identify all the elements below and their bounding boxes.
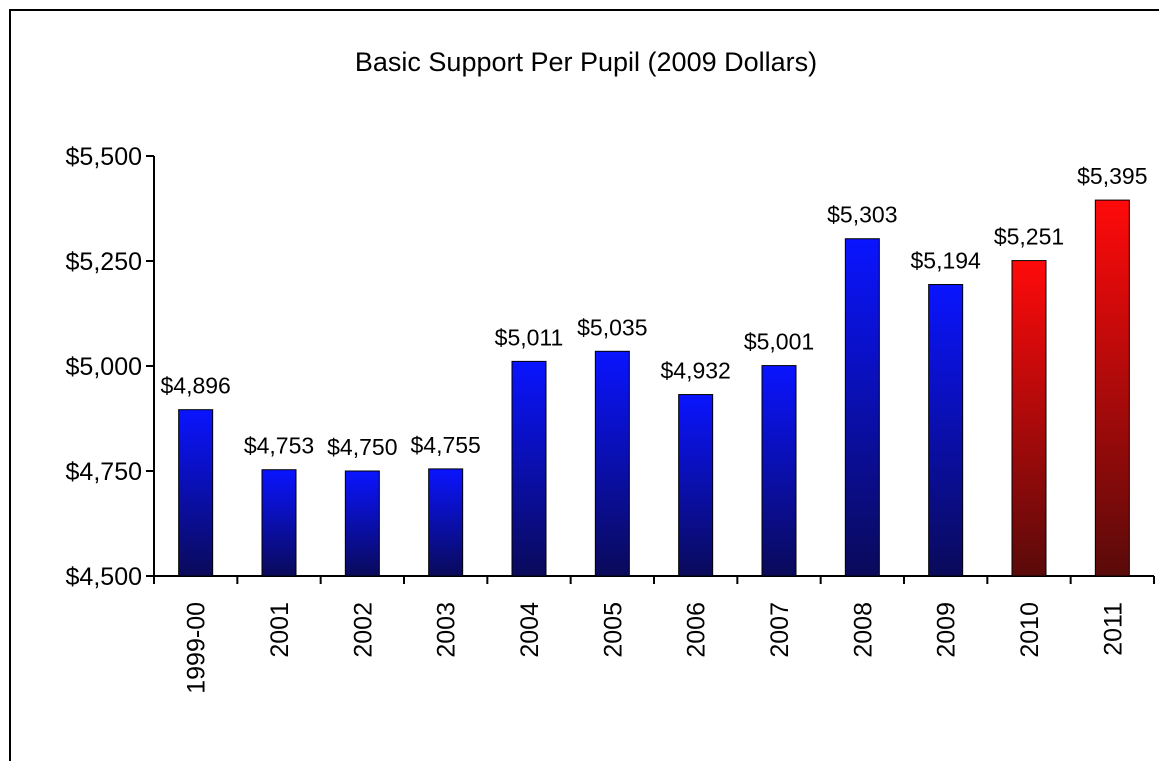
- bar-2006: [678, 394, 714, 577]
- y-axis: $4,500 $4,750 $5,000 $5,250 $5,500: [66, 143, 155, 591]
- y-tick-label: $5,250: [66, 248, 142, 276]
- data-label-2009: $5,194: [910, 248, 981, 274]
- category-labels: 1999-00 2001 2002 2003 2004 2005 2006 2007 2008 2…: [183, 602, 1128, 694]
- category-label-1999-00: 1999-00: [183, 602, 211, 694]
- y-tick-label: $4,750: [66, 458, 142, 486]
- data-label-2003: $4,755: [410, 432, 480, 458]
- data-label-2008: $5,303: [827, 202, 897, 228]
- category-label-2005: 2005: [599, 602, 627, 658]
- y-tick-label: $4,500: [66, 563, 142, 591]
- bar-2008: [844, 238, 880, 577]
- chart-title: Basic Support Per Pupil (2009 Dollars): [355, 47, 817, 77]
- data-label-2001: $4,753: [244, 433, 314, 459]
- bar-2001: [261, 469, 297, 577]
- category-label-2009: 2009: [933, 602, 961, 658]
- bar-2003: [428, 468, 464, 577]
- bar-2005: [594, 350, 630, 577]
- bar-2011: [1094, 199, 1130, 577]
- category-label-2010: 2010: [1016, 602, 1044, 658]
- bar-2010: [1011, 260, 1047, 577]
- data-label-2006: $4,932: [660, 358, 730, 384]
- data-labels: $4,896 $4,753 $4,750 $4,755 $5,011 $5,035 $4,9…: [160, 163, 1147, 460]
- category-label-2002: 2002: [349, 602, 377, 658]
- bar-2007: [761, 365, 797, 577]
- category-label-2001: 2001: [266, 602, 294, 658]
- data-label-2004: $5,011: [495, 324, 564, 350]
- data-label-2005: $5,035: [577, 314, 647, 340]
- bar-2004: [511, 360, 547, 577]
- category-label-2008: 2008: [849, 602, 877, 658]
- data-label-1999-00: $4,896: [160, 373, 230, 399]
- category-label-2007: 2007: [766, 602, 794, 658]
- data-label-2002: $4,750: [327, 434, 397, 460]
- category-label-2004: 2004: [516, 602, 544, 658]
- bars: [178, 199, 1130, 577]
- category-label-2006: 2006: [683, 602, 711, 658]
- bar-1999-00: [178, 409, 214, 577]
- y-tick-label: $5,000: [66, 353, 142, 381]
- x-axis: [153, 575, 1155, 584]
- chart-frame: [9, 9, 1159, 761]
- category-label-2011: 2011: [1099, 602, 1127, 656]
- y-tick-label: $5,500: [66, 143, 142, 171]
- bar-2009: [928, 284, 964, 577]
- data-label-2011: $5,395: [1077, 163, 1147, 189]
- category-label-2003: 2003: [433, 602, 461, 658]
- data-label-2007: $5,001: [744, 329, 814, 355]
- bar-2002: [344, 470, 380, 577]
- data-label-2010: $5,251: [994, 224, 1064, 250]
